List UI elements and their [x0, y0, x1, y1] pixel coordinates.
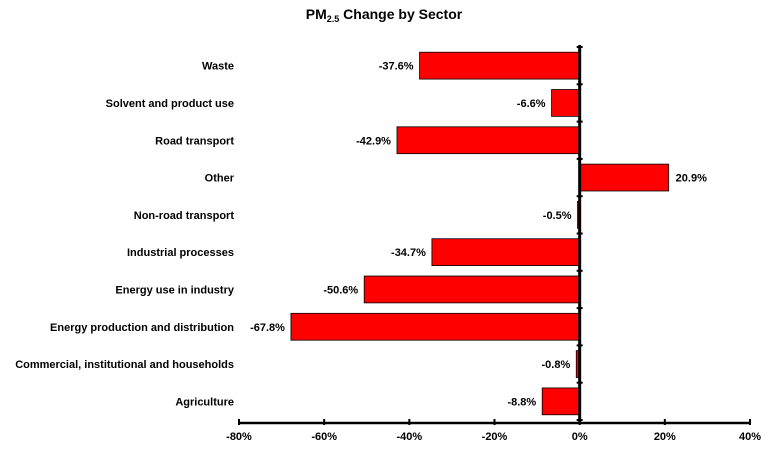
data-label: -0.5% [543, 210, 572, 222]
x-tick-label: -80% [226, 431, 252, 443]
bar [290, 312, 581, 341]
category-label: Agriculture [175, 396, 234, 408]
category-label: Other [205, 173, 235, 185]
title-main: PM [305, 6, 327, 22]
data-label: -0.8% [542, 359, 571, 371]
data-label: -37.6% [379, 61, 414, 73]
title-rest: Change by Sector [339, 6, 463, 22]
x-tick-label: -60% [311, 431, 337, 443]
title-subscript: 2.5 [326, 14, 340, 24]
data-label: -34.7% [391, 247, 426, 259]
data-label: 20.9% [676, 173, 707, 185]
data-label: -8.8% [507, 396, 536, 408]
x-tick-label: 20% [654, 431, 676, 443]
labels-group: Waste -37.6% Solvent and product use -6.6% R… [15, 61, 707, 409]
category-label: Energy production and distribution [50, 322, 234, 334]
chart-title: PM2.5 Change by Sector [0, 6, 768, 24]
x-tick-label: -20% [482, 431, 508, 443]
data-label: -50.6% [323, 284, 358, 296]
bar [541, 387, 581, 416]
x-tick-label: -40% [396, 431, 422, 443]
category-label: Commercial, institutional and households [15, 359, 234, 371]
category-label: Solvent and product use [106, 98, 234, 110]
bar [551, 89, 581, 117]
bar [431, 238, 581, 266]
data-label: -6.6% [517, 98, 546, 110]
category-label: Energy use in industry [115, 284, 234, 296]
category-label: Industrial processes [127, 247, 234, 259]
category-label: Non-road transport [134, 210, 235, 222]
axes-group: -80% -60% -40% -20% 0% 20% 40% [226, 45, 761, 443]
category-label: Waste [202, 61, 234, 73]
bar [579, 163, 670, 192]
bar [396, 126, 581, 155]
data-label: -67.8% [250, 322, 285, 334]
category-label: Road transport [155, 135, 234, 147]
bar [419, 51, 581, 80]
bars-group [290, 51, 670, 416]
x-tick-label: 0% [572, 431, 588, 443]
data-label: -42.9% [356, 135, 391, 147]
bar [363, 275, 581, 304]
x-tick-label: 40% [739, 431, 761, 443]
